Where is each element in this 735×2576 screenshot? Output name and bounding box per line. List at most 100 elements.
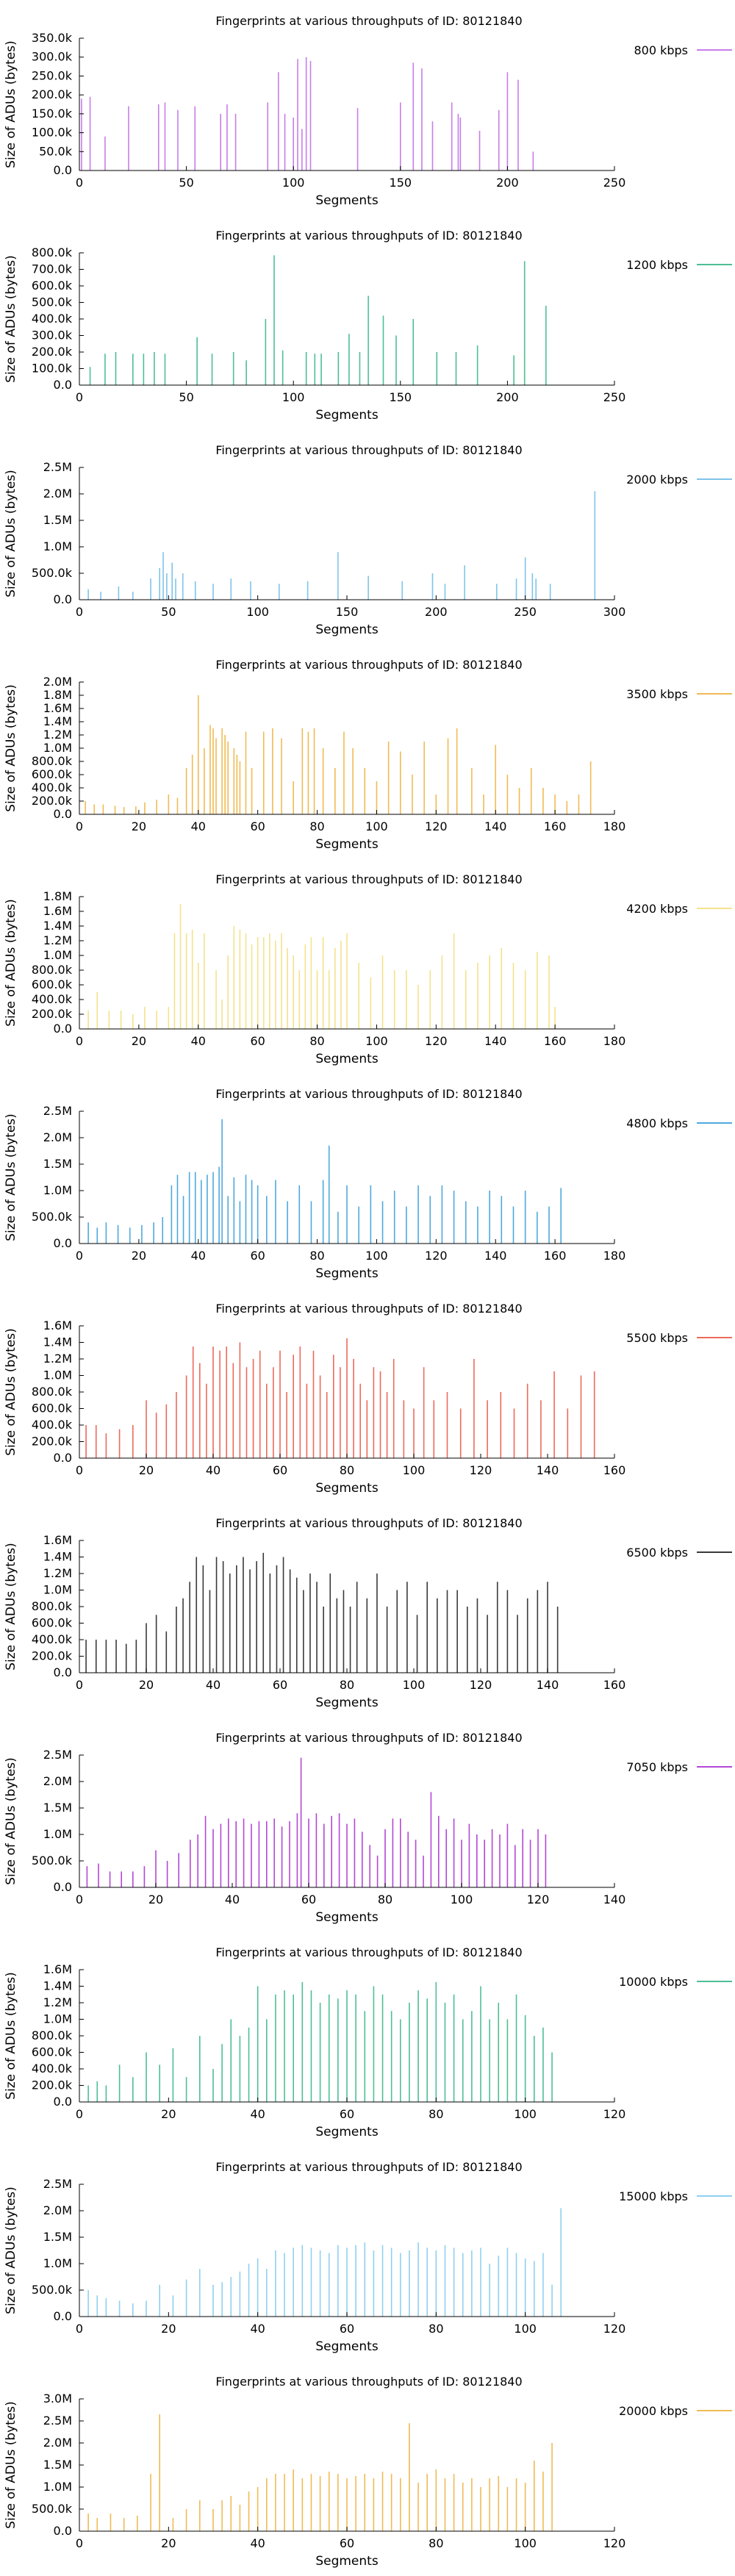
y-tick-label: 200.0k <box>32 2078 73 2092</box>
x-tick-label: 180 <box>603 819 626 833</box>
y-tick-label: 350.0k <box>32 31 73 45</box>
x-tick-label: 0 <box>76 819 83 833</box>
x-tick-label: 200 <box>425 605 448 619</box>
chart-title: Fingerprints at various throughputs of I… <box>215 229 522 243</box>
x-tick-label: 60 <box>250 1249 265 1263</box>
legend: 3500 kbps <box>626 687 732 701</box>
y-axis-label: Size of ADUs (bytes) <box>4 255 18 383</box>
y-tick-label: 500.0k <box>32 1854 73 1868</box>
bar-series <box>87 2414 553 2531</box>
x-tick-label: 100 <box>282 176 305 190</box>
x-tick-label: 20 <box>132 1034 146 1048</box>
x-tick-label: 50 <box>179 390 193 404</box>
y-tick-label: 800.0k <box>32 754 73 768</box>
y-tick-label: 1.4M <box>43 1550 72 1564</box>
y-tick-label: 0.0 <box>54 378 72 392</box>
chart-panel: Fingerprints at various throughputs of I… <box>4 658 732 852</box>
y-tick-label: 1.5M <box>43 2230 72 2244</box>
x-tick-label: 140 <box>603 1892 626 1906</box>
chart-panel: Fingerprints at various throughputs of I… <box>4 443 732 637</box>
chart-title: Fingerprints at various throughputs of I… <box>215 658 522 672</box>
x-axis-label: Segments <box>315 1481 379 1496</box>
legend: 15000 kbps <box>619 2189 732 2203</box>
y-tick-label: 0.0 <box>54 2309 72 2323</box>
y-axis-label: Size of ADUs (bytes) <box>4 40 18 168</box>
y-tick-label: 1.5M <box>43 1157 72 1171</box>
legend-label: 15000 kbps <box>619 2189 688 2203</box>
y-tick-label: 200.0k <box>32 1649 73 1663</box>
chart-panel: Fingerprints at various throughputs of I… <box>4 872 732 1066</box>
x-tick-label: 60 <box>340 2107 354 2121</box>
x-tick-label: 40 <box>191 819 206 833</box>
legend: 5500 kbps <box>626 1331 732 1345</box>
x-tick-label: 20 <box>161 2322 176 2336</box>
y-tick-label: 600.0k <box>32 1402 73 1416</box>
x-tick-label: 120 <box>527 1892 550 1906</box>
y-tick-label: 2.5M <box>43 2177 72 2191</box>
y-tick-label: 600.0k <box>32 1616 73 1630</box>
legend: 6500 kbps <box>626 1546 732 1560</box>
y-tick-label: 1.2M <box>43 1352 72 1366</box>
x-tick-label: 200 <box>496 176 519 190</box>
x-tick-label: 120 <box>425 1249 448 1263</box>
y-tick-label: 400.0k <box>32 312 73 326</box>
bar-series <box>89 255 547 385</box>
y-tick-label: 200.0k <box>32 794 73 808</box>
y-tick-label: 0.0 <box>54 2095 72 2109</box>
y-axis-label: Size of ADUs (bytes) <box>4 1113 18 1241</box>
y-tick-label: 400.0k <box>32 781 73 794</box>
y-tick-label: 3.0M <box>43 2392 72 2405</box>
x-tick-label: 100 <box>246 605 269 619</box>
chart-title: Fingerprints at various throughputs of I… <box>215 14 522 28</box>
legend-label: 7050 kbps <box>626 1760 688 1774</box>
x-tick-label: 180 <box>603 1249 626 1263</box>
y-tick-label: 1.5M <box>43 2458 72 2472</box>
y-tick-label: 100.0k <box>32 126 73 140</box>
y-axis-label: Size of ADUs (bytes) <box>4 1757 18 1885</box>
y-tick-label: 0.0 <box>54 807 72 821</box>
bar-series <box>87 491 596 600</box>
x-axis-label: Segments <box>315 2339 379 2354</box>
legend: 7050 kbps <box>626 1760 732 1774</box>
chart-title: Fingerprints at various throughputs of I… <box>215 1731 522 1745</box>
y-tick-label: 2.5M <box>43 1104 72 1118</box>
y-tick-label: 300.0k <box>32 50 73 64</box>
x-tick-label: 150 <box>390 176 412 190</box>
legend-label: 2000 kbps <box>626 473 688 487</box>
x-tick-label: 140 <box>484 819 507 833</box>
x-tick-label: 60 <box>301 1892 316 1906</box>
y-tick-label: 0.0 <box>54 1665 72 1679</box>
x-tick-label: 100 <box>451 1892 473 1906</box>
chart-title: Fingerprints at various throughputs of I… <box>215 1945 522 1959</box>
y-axis-label: Size of ADUs (bytes) <box>4 2186 18 2314</box>
x-tick-label: 120 <box>470 1463 492 1477</box>
y-tick-label: 0.0 <box>54 163 72 177</box>
bar-series <box>87 1981 553 2102</box>
x-tick-label: 160 <box>544 1249 567 1263</box>
x-axis-label: Segments <box>315 1696 379 1710</box>
x-tick-label: 160 <box>544 1034 567 1048</box>
x-tick-label: 50 <box>179 176 193 190</box>
x-tick-label: 40 <box>206 1678 220 1692</box>
y-tick-label: 2.0M <box>43 1130 72 1144</box>
y-axis-label: Size of ADUs (bytes) <box>4 899 18 1027</box>
legend-label: 800 kbps <box>634 43 688 57</box>
x-tick-label: 200 <box>496 390 519 404</box>
y-tick-label: 400.0k <box>32 992 73 1006</box>
legend: 4200 kbps <box>626 902 732 916</box>
legend: 1200 kbps <box>626 258 732 272</box>
x-tick-label: 160 <box>544 819 567 833</box>
x-tick-label: 100 <box>365 1249 388 1263</box>
y-tick-label: 400.0k <box>32 1418 73 1432</box>
y-tick-label: 200.0k <box>32 345 73 359</box>
x-tick-label: 60 <box>250 1034 265 1048</box>
x-tick-label: 250 <box>603 176 626 190</box>
x-tick-label: 20 <box>161 2107 176 2121</box>
y-tick-label: 500.0k <box>32 1210 73 1224</box>
x-tick-label: 100 <box>365 1034 388 1048</box>
legend-label: 6500 kbps <box>626 1546 688 1560</box>
y-tick-label: 400.0k <box>32 1632 73 1646</box>
y-tick-label: 2.0M <box>43 675 72 689</box>
legend: 4800 kbps <box>626 1116 732 1130</box>
x-tick-label: 0 <box>76 1249 83 1263</box>
